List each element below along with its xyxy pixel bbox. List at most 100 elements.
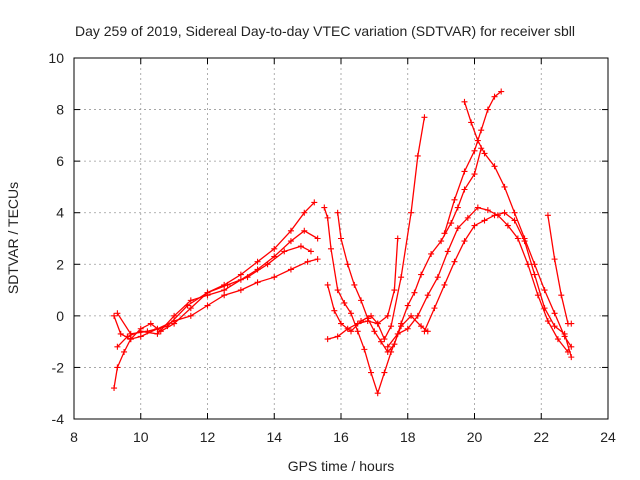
y-tick-label: 6 bbox=[56, 153, 64, 169]
data-point bbox=[244, 274, 251, 281]
data-point bbox=[334, 209, 341, 216]
data-point bbox=[264, 261, 271, 268]
data-point bbox=[451, 196, 458, 203]
data-point bbox=[468, 119, 475, 126]
data-point bbox=[287, 227, 294, 234]
data-point bbox=[414, 152, 421, 159]
data-point bbox=[338, 320, 344, 327]
data-point bbox=[551, 256, 558, 263]
series-track-12 bbox=[544, 212, 575, 327]
data-point bbox=[237, 287, 244, 294]
x-tick-label: 8 bbox=[70, 429, 78, 445]
data-point bbox=[348, 328, 355, 335]
data-point bbox=[531, 261, 538, 268]
y-tick-labels: -4 -2 0 2 4 6 8 10 bbox=[48, 50, 64, 427]
data-series bbox=[111, 88, 575, 397]
data-point bbox=[307, 248, 314, 255]
data-point bbox=[221, 292, 228, 299]
data-point bbox=[171, 312, 178, 319]
data-point bbox=[361, 346, 368, 353]
data-point bbox=[531, 271, 538, 278]
data-point bbox=[321, 204, 328, 211]
data-point bbox=[418, 323, 425, 330]
data-point bbox=[464, 214, 471, 221]
data-point bbox=[568, 354, 575, 361]
y-tick-label: 10 bbox=[48, 50, 64, 66]
data-point bbox=[111, 312, 118, 319]
data-point bbox=[421, 114, 428, 121]
series-track-8 bbox=[324, 235, 401, 343]
data-point bbox=[524, 261, 531, 268]
data-point bbox=[428, 250, 435, 257]
x-tick-label: 14 bbox=[266, 429, 282, 445]
data-point bbox=[164, 323, 171, 330]
data-point bbox=[124, 333, 131, 340]
data-point bbox=[204, 289, 211, 296]
data-point bbox=[568, 320, 575, 327]
data-point bbox=[491, 212, 498, 219]
data-point bbox=[301, 227, 308, 234]
y-tick-label: 4 bbox=[56, 205, 64, 221]
y-tick-label: 2 bbox=[56, 256, 64, 272]
data-point bbox=[368, 369, 375, 376]
data-point bbox=[388, 323, 395, 330]
data-point bbox=[471, 222, 478, 229]
data-point bbox=[424, 292, 431, 299]
y-tick-label: -4 bbox=[52, 411, 65, 427]
data-point bbox=[551, 310, 558, 317]
data-point bbox=[511, 209, 518, 216]
data-point bbox=[354, 320, 361, 327]
data-point bbox=[254, 279, 261, 286]
data-point bbox=[338, 235, 344, 242]
data-point bbox=[187, 305, 194, 312]
y-tick-label: 0 bbox=[56, 308, 64, 324]
data-point bbox=[491, 93, 498, 100]
series-track-9 bbox=[384, 204, 571, 355]
data-point bbox=[504, 222, 511, 229]
series-trace bbox=[423, 211, 572, 358]
x-tick-label: 12 bbox=[200, 429, 216, 445]
x-tick-label: 20 bbox=[467, 429, 483, 445]
data-point bbox=[461, 168, 468, 175]
data-point bbox=[418, 271, 425, 278]
x-tick-label: 18 bbox=[400, 429, 416, 445]
data-point bbox=[398, 320, 405, 327]
data-point bbox=[304, 258, 311, 265]
data-point bbox=[544, 318, 551, 325]
series-trace bbox=[323, 207, 429, 396]
data-point bbox=[398, 274, 405, 281]
data-point bbox=[431, 305, 438, 312]
data-point bbox=[404, 302, 411, 309]
data-point bbox=[137, 333, 144, 340]
data-point bbox=[354, 328, 361, 335]
data-point bbox=[381, 369, 388, 376]
data-point bbox=[391, 287, 398, 294]
series-trace bbox=[463, 101, 572, 348]
data-point bbox=[394, 235, 401, 242]
data-point bbox=[334, 287, 341, 294]
data-point bbox=[384, 343, 391, 350]
data-point bbox=[568, 343, 575, 350]
y-tick-label: -2 bbox=[52, 359, 65, 375]
y-tick-label: 8 bbox=[56, 102, 64, 118]
data-point bbox=[114, 310, 121, 317]
data-point bbox=[368, 312, 375, 319]
data-point bbox=[187, 297, 194, 304]
series-track-11 bbox=[441, 88, 505, 237]
data-point bbox=[344, 325, 351, 332]
series-trace bbox=[113, 201, 315, 389]
data-point bbox=[147, 320, 154, 327]
data-point bbox=[154, 330, 161, 337]
data-point bbox=[271, 274, 278, 281]
data-point bbox=[121, 348, 128, 355]
data-point bbox=[454, 225, 461, 232]
data-point bbox=[481, 217, 488, 224]
data-point bbox=[394, 330, 401, 337]
data-point bbox=[484, 106, 491, 113]
data-point bbox=[471, 171, 478, 178]
data-point bbox=[137, 328, 144, 335]
series-track-1 bbox=[111, 199, 318, 392]
data-point bbox=[144, 328, 151, 335]
data-point bbox=[404, 325, 411, 332]
data-point bbox=[341, 299, 348, 306]
